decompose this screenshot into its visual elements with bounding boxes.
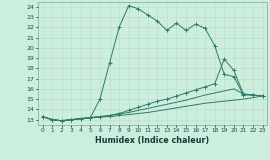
X-axis label: Humidex (Indice chaleur): Humidex (Indice chaleur) xyxy=(95,136,210,145)
